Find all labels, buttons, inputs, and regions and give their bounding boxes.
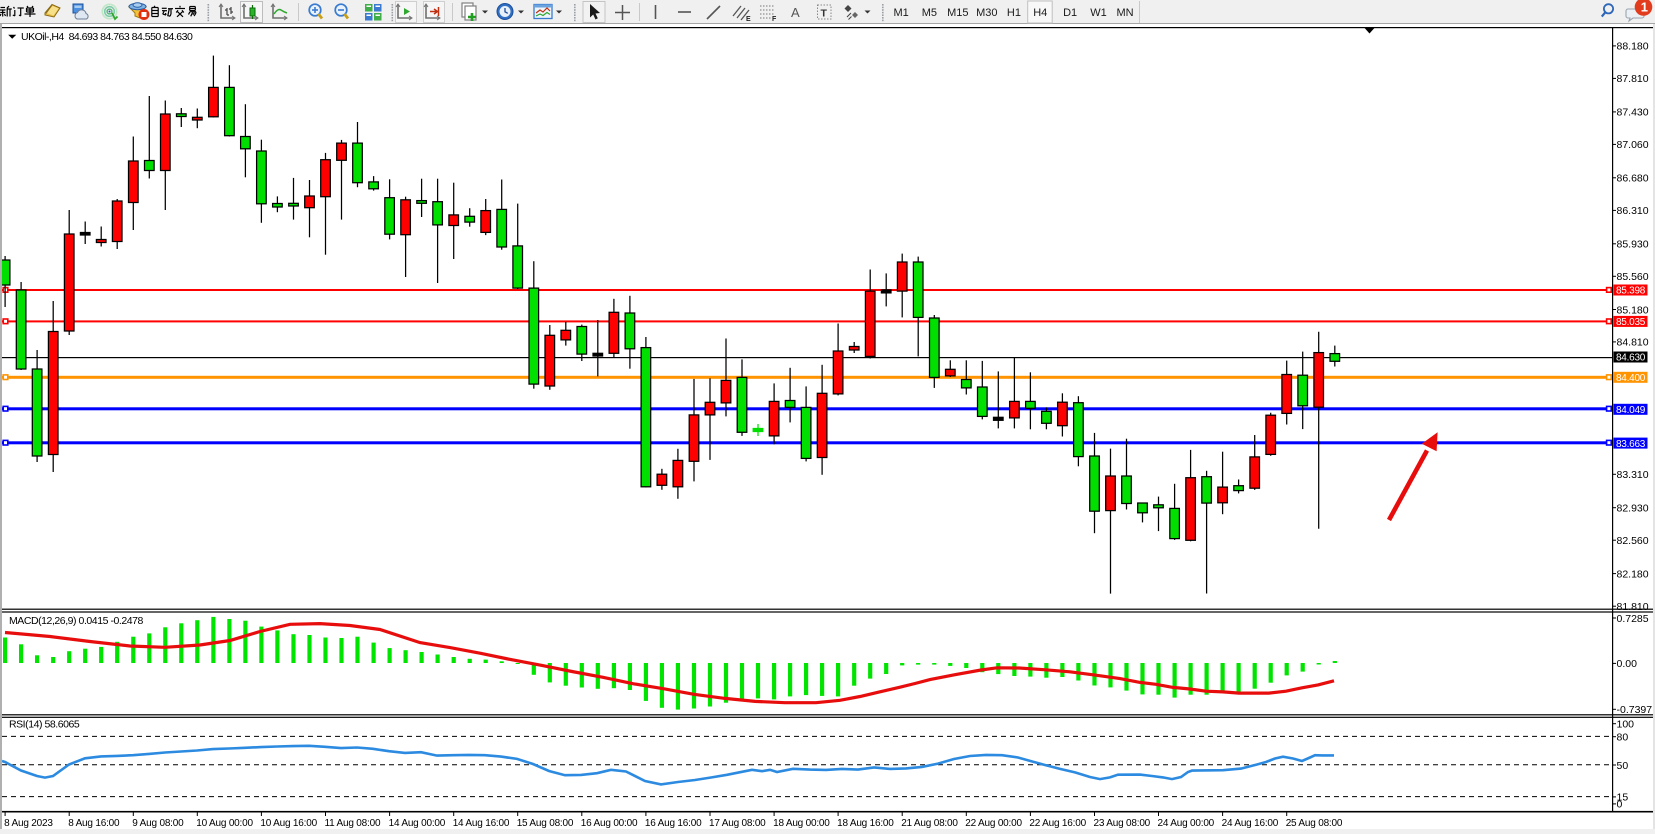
svg-text:M5: M5: [922, 7, 937, 19]
svg-text:80: 80: [1617, 732, 1629, 744]
svg-text:8 Aug 2023: 8 Aug 2023: [4, 818, 53, 829]
svg-text:22 Aug 00:00: 22 Aug 00:00: [965, 818, 1022, 829]
svg-text:85.560: 85.560: [1617, 271, 1649, 283]
svg-text:84.049: 84.049: [1616, 405, 1646, 416]
svg-text:11 Aug 08:00: 11 Aug 08:00: [325, 818, 381, 829]
svg-text:16 Aug 00:00: 16 Aug 00:00: [581, 818, 638, 829]
svg-text:82.180: 82.180: [1617, 568, 1649, 580]
svg-text:83.310: 83.310: [1617, 469, 1649, 481]
svg-text:15: 15: [1617, 792, 1629, 804]
svg-text:17 Aug 08:00: 17 Aug 08:00: [709, 818, 766, 829]
svg-text:88.180: 88.180: [1617, 41, 1649, 53]
svg-text:H1: H1: [1007, 7, 1021, 19]
svg-text:M15: M15: [947, 7, 968, 19]
svg-text:86.680: 86.680: [1617, 173, 1649, 185]
svg-text:18 Aug 00:00: 18 Aug 00:00: [773, 818, 830, 829]
svg-text:87.430: 87.430: [1617, 107, 1649, 119]
svg-text:E: E: [746, 16, 751, 23]
svg-text:24 Aug 16:00: 24 Aug 16:00: [1222, 818, 1279, 829]
svg-text:RSI(14) 58.6065: RSI(14) 58.6065: [9, 718, 80, 730]
svg-text:W1: W1: [1090, 7, 1107, 19]
svg-text:100: 100: [1617, 719, 1635, 731]
svg-text:14 Aug 16:00: 14 Aug 16:00: [453, 818, 510, 829]
svg-text:85.180: 85.180: [1617, 304, 1649, 316]
svg-text:21 Aug 08:00: 21 Aug 08:00: [901, 818, 958, 829]
svg-text:85.035: 85.035: [1616, 317, 1646, 328]
svg-text:85.930: 85.930: [1617, 239, 1649, 251]
svg-text:86.310: 86.310: [1617, 205, 1649, 217]
svg-text:0.00: 0.00: [1617, 658, 1638, 670]
svg-text:16 Aug 16:00: 16 Aug 16:00: [645, 818, 702, 829]
svg-text:83.663: 83.663: [1616, 439, 1646, 450]
svg-text:MACD(12,26,9) 0.0415 -0.2478: MACD(12,26,9) 0.0415 -0.2478: [9, 615, 144, 627]
svg-text:A: A: [791, 5, 800, 20]
svg-text:0.7285: 0.7285: [1617, 613, 1649, 625]
svg-text:84.400: 84.400: [1616, 373, 1646, 384]
svg-text:T: T: [821, 8, 828, 20]
svg-text:24 Aug 00:00: 24 Aug 00:00: [1158, 818, 1215, 829]
svg-text:8 Aug 16:00: 8 Aug 16:00: [68, 818, 120, 829]
svg-text:85.398: 85.398: [1616, 286, 1646, 297]
svg-text:22 Aug 16:00: 22 Aug 16:00: [1029, 818, 1086, 829]
svg-text:UKOil-,H4 84.693 84.763 84.55: UKOil-,H4 84.693 84.763 84.550 84.630: [21, 31, 193, 43]
svg-text:H4: H4: [1033, 7, 1047, 19]
svg-text:25 Aug 08:00: 25 Aug 08:00: [1286, 818, 1343, 829]
svg-text:MN: MN: [1117, 7, 1134, 19]
svg-text:82.560: 82.560: [1617, 535, 1649, 547]
svg-text:-0.7397: -0.7397: [1617, 704, 1653, 716]
svg-text:M1: M1: [894, 7, 909, 19]
svg-text:82.930: 82.930: [1617, 503, 1649, 515]
svg-text:10 Aug 00:00: 10 Aug 00:00: [196, 818, 253, 829]
svg-text:84.810: 84.810: [1617, 337, 1649, 349]
svg-text:15 Aug 08:00: 15 Aug 08:00: [517, 818, 574, 829]
svg-text:9 Aug 08:00: 9 Aug 08:00: [132, 818, 184, 829]
svg-text:18 Aug 16:00: 18 Aug 16:00: [837, 818, 894, 829]
svg-text:84.630: 84.630: [1616, 353, 1646, 364]
svg-text:81.810: 81.810: [1617, 601, 1649, 613]
svg-text:F: F: [772, 16, 777, 23]
svg-text:1: 1: [1641, 0, 1648, 15]
svg-text:M30: M30: [976, 7, 997, 19]
svg-text:D1: D1: [1063, 7, 1077, 19]
svg-text:87.060: 87.060: [1617, 139, 1649, 151]
svg-text:10 Aug 16:00: 10 Aug 16:00: [260, 818, 317, 829]
svg-text:50: 50: [1617, 760, 1629, 772]
svg-text:0: 0: [1617, 799, 1623, 811]
svg-text:14 Aug 00:00: 14 Aug 00:00: [389, 818, 446, 829]
svg-text:87.810: 87.810: [1617, 73, 1649, 85]
svg-text:23 Aug 08:00: 23 Aug 08:00: [1094, 818, 1151, 829]
